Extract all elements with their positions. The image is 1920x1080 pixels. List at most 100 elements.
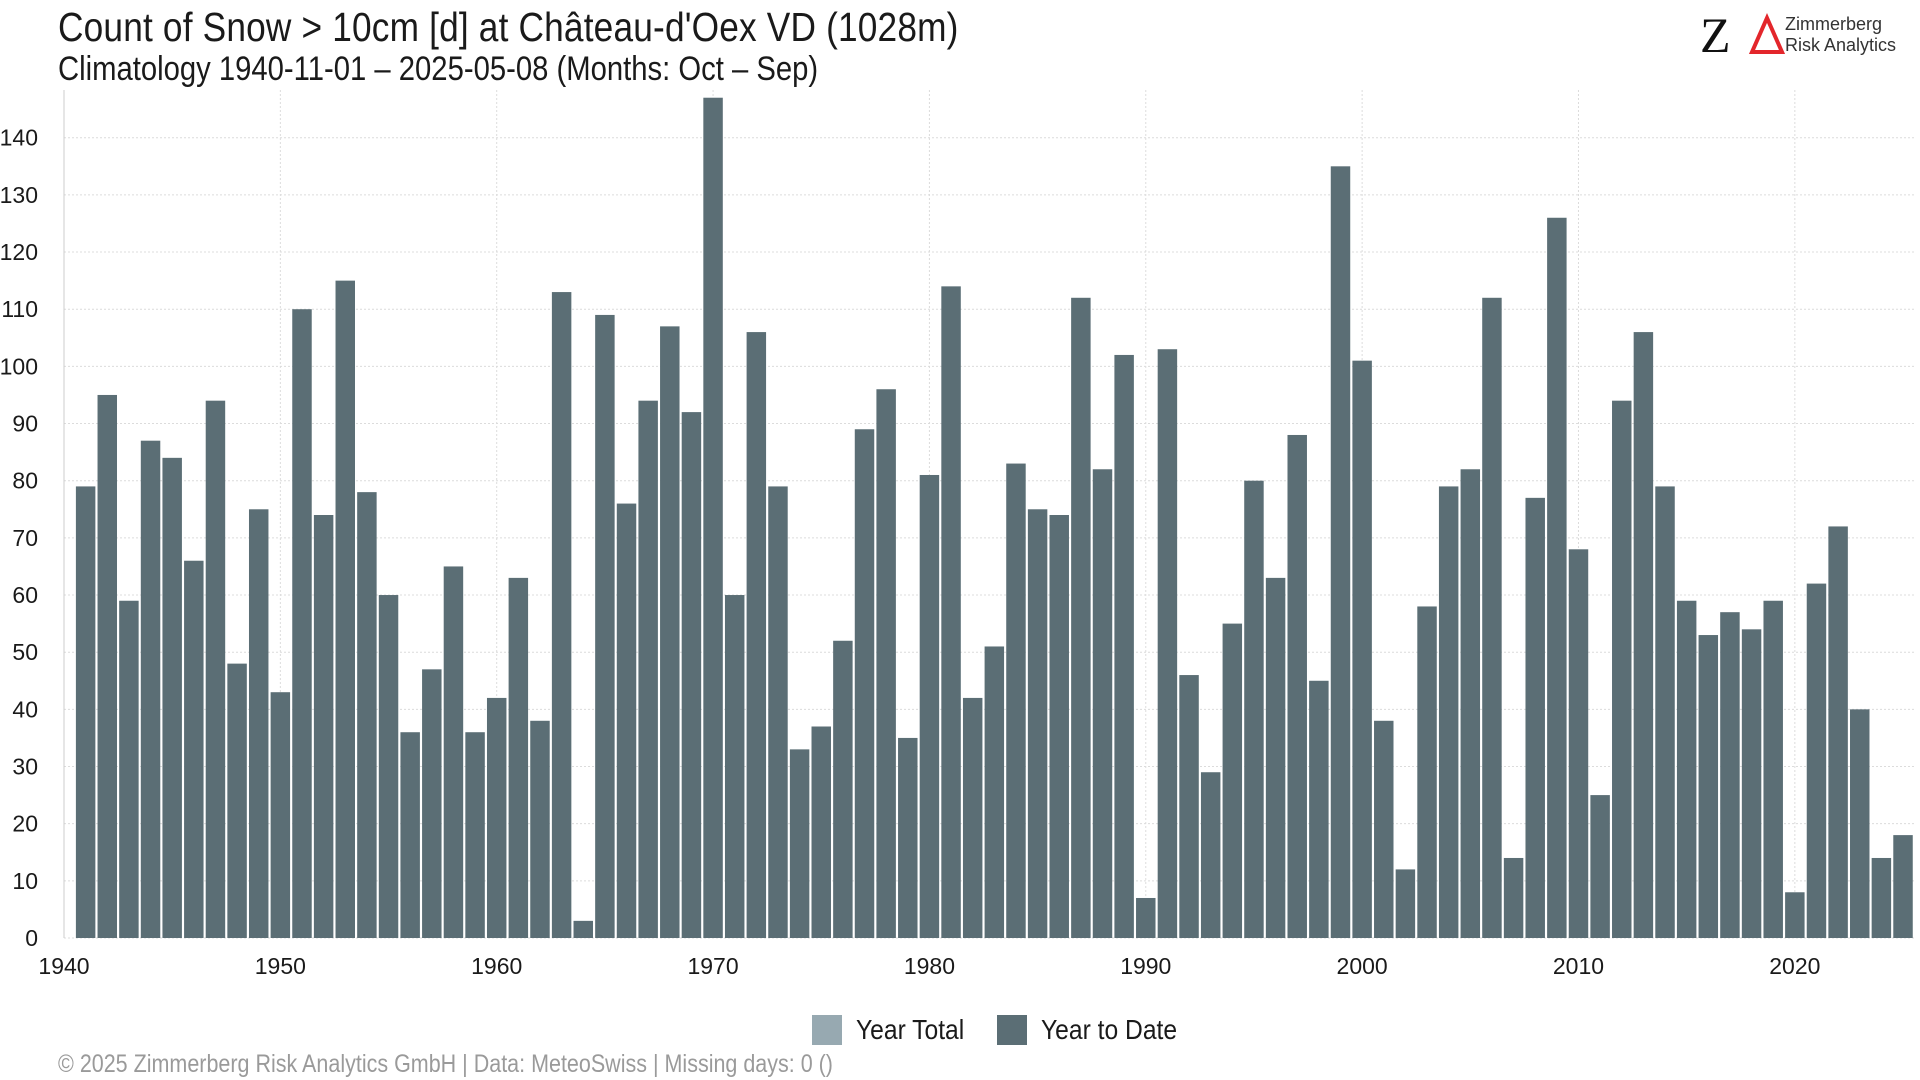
bar: [941, 286, 961, 939]
bar: [1525, 497, 1545, 938]
bar: [97, 394, 118, 938]
x-axis: 1940 1950 1960 1970 1980 1990 2000 2010 2020: [38, 953, 1820, 979]
y-tick-label: 110: [1, 296, 38, 322]
bar: [854, 429, 875, 938]
bar: [530, 720, 550, 938]
bar: [1612, 400, 1632, 939]
bar: [1893, 835, 1913, 938]
bar: [75, 486, 96, 938]
bar: [1136, 897, 1156, 938]
legend: Year Total Year to Date: [812, 1012, 1214, 1048]
bar: [811, 726, 831, 938]
legend-key-year-total: [812, 1015, 842, 1045]
bar: [357, 492, 377, 938]
bar: [919, 474, 940, 938]
bar: [119, 600, 139, 938]
bar: [681, 412, 702, 938]
bar: [1374, 720, 1394, 938]
bar: [876, 389, 896, 938]
logo-z-letter: Z: [1700, 10, 1731, 60]
bar: [1309, 680, 1329, 938]
bar: [1720, 612, 1740, 938]
bar: [616, 503, 637, 938]
bar: [400, 732, 420, 938]
bar: [1222, 623, 1243, 938]
logo-text: Zimmerberg Risk Analytics: [1785, 14, 1896, 56]
bars: [75, 97, 1913, 939]
bar: [1806, 583, 1827, 938]
bar: [1590, 795, 1610, 938]
footer-credits: © 2025 Zimmerberg Risk Analytics GmbH | …: [58, 1050, 833, 1078]
bar: [1741, 629, 1762, 938]
bar: [789, 749, 810, 938]
bar: [1871, 857, 1892, 938]
bar: [1417, 606, 1437, 938]
zimmerberg-logo: Z: [1700, 10, 1786, 60]
bar: [660, 326, 680, 938]
legend-item-year-to-date: Year to Date: [997, 1014, 1196, 1046]
bar: [313, 515, 334, 938]
bar: [1092, 469, 1113, 938]
y-tick-label: 100: [0, 353, 38, 379]
bar: [465, 732, 485, 938]
bar: [1438, 486, 1459, 938]
bar: [1114, 354, 1134, 939]
bar: [1633, 332, 1654, 939]
bar: [1547, 217, 1567, 938]
bar: [1850, 709, 1870, 938]
x-tick-label: 1980: [904, 953, 955, 979]
y-axis: 0 10 20 30 40 50 60 70 80 90 100 110 120 130 140: [0, 90, 65, 951]
y-tick-label: 30: [12, 754, 38, 780]
bar: [1287, 434, 1307, 938]
bar: [1330, 166, 1351, 939]
bar: [573, 920, 593, 938]
bar: [551, 292, 572, 938]
bar: [1179, 675, 1199, 938]
y-tick-label: 10: [12, 868, 38, 894]
x-tick-label: 1970: [687, 953, 738, 979]
legend-label-year-total: Year Total: [856, 1014, 965, 1045]
legend-item-year-total: Year Total: [812, 1014, 979, 1046]
x-tick-label: 2000: [1337, 953, 1388, 979]
bar: [1352, 360, 1372, 938]
bar: [1568, 549, 1589, 938]
bar: [898, 737, 918, 938]
y-tick-label: 130: [0, 182, 38, 208]
legend-label-year-to-date: Year to Date: [1041, 1014, 1178, 1045]
bar: [1785, 892, 1805, 938]
y-tick-label: 0: [25, 925, 38, 951]
chart-subtitle: Climatology 1940-11-01 – 2025-05-08 (Mon…: [58, 50, 819, 88]
bar: [1763, 600, 1783, 938]
bar: [1655, 486, 1675, 938]
bar: [1265, 577, 1286, 938]
x-tick-label: 1950: [255, 953, 306, 979]
bar: [703, 97, 723, 939]
legend-key-year-to-date: [997, 1015, 1027, 1045]
y-tick-label: 80: [12, 468, 38, 494]
bar: [335, 280, 355, 938]
bar: [1006, 463, 1026, 938]
bar: [1395, 869, 1416, 938]
bar: [486, 697, 507, 938]
bar: [1027, 509, 1048, 938]
bar: [248, 509, 269, 938]
chart-title: Count of Snow > 10cm [d] at Château-d'Oe…: [58, 4, 959, 50]
bar: [746, 332, 767, 939]
bar: [1049, 515, 1069, 938]
bar: [724, 595, 745, 938]
y-tick-label: 20: [12, 811, 38, 837]
bar: [422, 669, 442, 938]
bar: [1157, 349, 1178, 938]
logo-delta-icon: [1748, 13, 1786, 54]
bar: [595, 314, 615, 938]
x-tick-label: 2010: [1553, 953, 1604, 979]
bar: [378, 595, 399, 938]
bar: [984, 646, 1005, 938]
logo-line2: Risk Analytics: [1785, 35, 1897, 55]
bar: [1828, 526, 1848, 938]
bar: [1503, 857, 1524, 938]
y-tick-label: 140: [0, 125, 38, 151]
bar: [443, 566, 464, 938]
y-tick-label: 40: [12, 696, 38, 722]
bar: [508, 577, 529, 938]
